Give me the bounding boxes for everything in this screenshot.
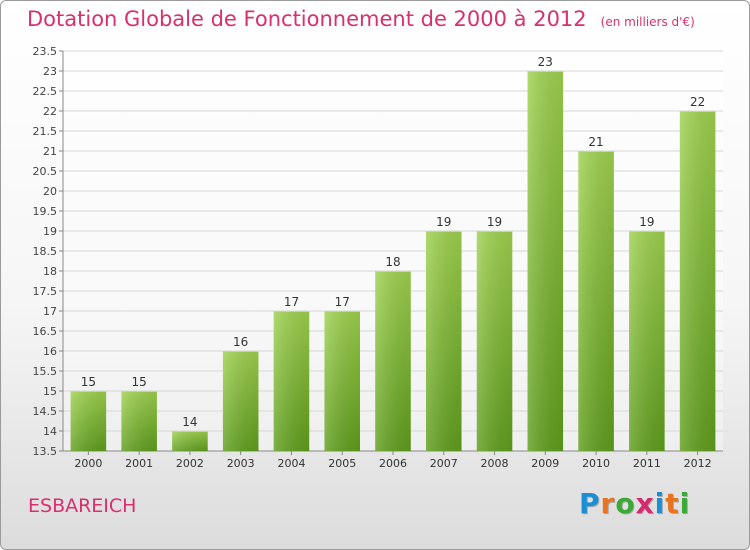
y-tick-label: 23.5 xyxy=(33,45,58,58)
bar-sheen xyxy=(679,111,716,451)
y-tick-label: 16.5 xyxy=(33,325,58,338)
y-tick-label: 22 xyxy=(43,105,57,118)
chart-title: Dotation Globale de Fonctionnement de 20… xyxy=(27,7,587,31)
bar-sheen xyxy=(629,231,665,451)
bar-value-label: 15 xyxy=(132,375,147,389)
bar-value-label: 15 xyxy=(81,375,96,389)
y-tick-label: 14 xyxy=(43,425,57,438)
x-tick-label: 2003 xyxy=(227,457,255,470)
y-tick-label: 21.5 xyxy=(33,125,58,138)
bar-value-label: 19 xyxy=(436,215,451,229)
y-tick-label: 15.5 xyxy=(33,365,58,378)
y-tick-label: 19 xyxy=(43,225,57,238)
x-tick-label: 2001 xyxy=(125,457,153,470)
y-tick-label: 17 xyxy=(43,305,57,318)
proxiti-logo[interactable]: Proxiti xyxy=(579,487,690,520)
bar-value-label: 22 xyxy=(690,95,705,109)
bar-value-label: 16 xyxy=(233,335,248,349)
x-tick-label: 2008 xyxy=(481,457,509,470)
bars xyxy=(70,71,716,451)
y-tick-label: 16 xyxy=(43,345,57,358)
bar-sheen xyxy=(476,231,513,451)
x-tick-label: 2000 xyxy=(74,457,102,470)
x-tick-label: 2011 xyxy=(633,457,661,470)
y-tick-label: 13.5 xyxy=(33,445,58,458)
bar-sheen xyxy=(578,151,614,451)
chart-title-block: Dotation Globale de Fonctionnement de 20… xyxy=(27,7,695,31)
bar-sheen xyxy=(70,391,107,451)
bar-sheen xyxy=(172,431,208,451)
labels: 13.5 14 14.5 15 15.5 16 16.5 17 17.5 18 18.5 19 19.5… xyxy=(33,45,712,470)
y-tick-label: 18.5 xyxy=(33,245,58,258)
logo-letter: x xyxy=(635,487,655,520)
logo-letter: o xyxy=(615,487,636,520)
bar-value-label: 14 xyxy=(182,415,197,429)
y-tick-label: 20.5 xyxy=(33,165,58,178)
bar-sheen xyxy=(222,351,259,451)
bar-value-label: 21 xyxy=(588,135,603,149)
y-tick-label: 18 xyxy=(43,265,57,278)
bar-sheen xyxy=(324,311,360,451)
logo-letter: i xyxy=(654,487,666,520)
bar-value-label: 23 xyxy=(538,55,553,69)
y-tick-label: 17.5 xyxy=(33,285,58,298)
bar-value-label: 17 xyxy=(335,295,350,309)
y-tick-label: 22.5 xyxy=(33,85,58,98)
bar-sheen xyxy=(273,311,310,451)
bar-sheen xyxy=(426,231,462,451)
x-tick-label: 2004 xyxy=(277,457,305,470)
logo-letter: i xyxy=(679,487,691,520)
logo-letter: r xyxy=(600,487,616,520)
x-tick-label: 2006 xyxy=(379,457,407,470)
bar-sheen xyxy=(527,71,564,451)
x-tick-label: 2002 xyxy=(176,457,204,470)
bar-value-label: 17 xyxy=(284,295,299,309)
logo-letter: t xyxy=(665,487,680,520)
bar-value-label: 19 xyxy=(639,215,654,229)
x-tick-label: 2009 xyxy=(531,457,559,470)
x-tick-label: 2007 xyxy=(430,457,458,470)
y-tick-label: 23 xyxy=(43,65,57,78)
chart-subtitle: (en milliers d'€) xyxy=(600,15,695,29)
bar-value-label: 18 xyxy=(385,255,400,269)
y-tick-label: 15 xyxy=(43,385,57,398)
bar-value-label: 19 xyxy=(487,215,502,229)
y-tick-label: 20 xyxy=(43,185,57,198)
x-tick-label: 2010 xyxy=(582,457,610,470)
y-tick-label: 19.5 xyxy=(33,205,58,218)
y-tick-label: 21 xyxy=(43,145,57,158)
logo-letter: P xyxy=(579,487,601,520)
x-tick-label: 2005 xyxy=(328,457,356,470)
y-tick-label: 14.5 xyxy=(33,405,58,418)
bar-sheen xyxy=(121,391,157,451)
x-tick-label: 2012 xyxy=(684,457,712,470)
commune-name: ESBAREICH xyxy=(28,495,137,517)
bar-sheen xyxy=(375,271,411,451)
